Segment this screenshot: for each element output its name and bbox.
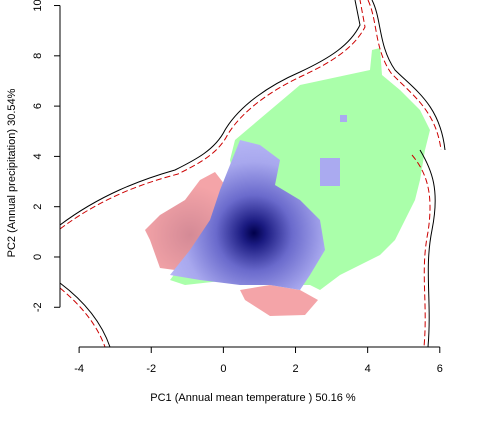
blue-region [170,140,325,290]
red-region [145,172,225,270]
contour-line [367,0,442,347]
contour-line [60,282,111,347]
contour-line [60,0,361,226]
y-axis-title: PC2 (Annual precipitation) 30.54% [6,88,18,257]
x-tick-label: -4 [74,363,84,375]
contour-line [60,287,106,347]
blue-patch [340,115,347,122]
y-tick-label: 4 [32,153,44,159]
x-axis-title: PC1 (Annual mean temperature ) 50.16 % [150,392,356,404]
contour-line [371,0,446,347]
plot-area [60,0,446,347]
x-tick-label: -2 [146,363,156,375]
y-tick-label: -2 [32,302,44,312]
contour-line [60,0,366,230]
y-tick-label: 8 [32,53,44,59]
x-tick-label: 4 [365,363,371,375]
red-region [240,285,318,316]
y-tick-label: 0 [32,254,44,260]
x-tick-label: 0 [220,363,226,375]
x-tick-label: 6 [437,363,443,375]
x-tick-label: 2 [292,363,298,375]
y-tick-label: 10 [32,0,44,12]
y-tick-label: 2 [32,204,44,210]
blue-patch [320,158,340,186]
y-tick-label: 6 [32,103,44,109]
